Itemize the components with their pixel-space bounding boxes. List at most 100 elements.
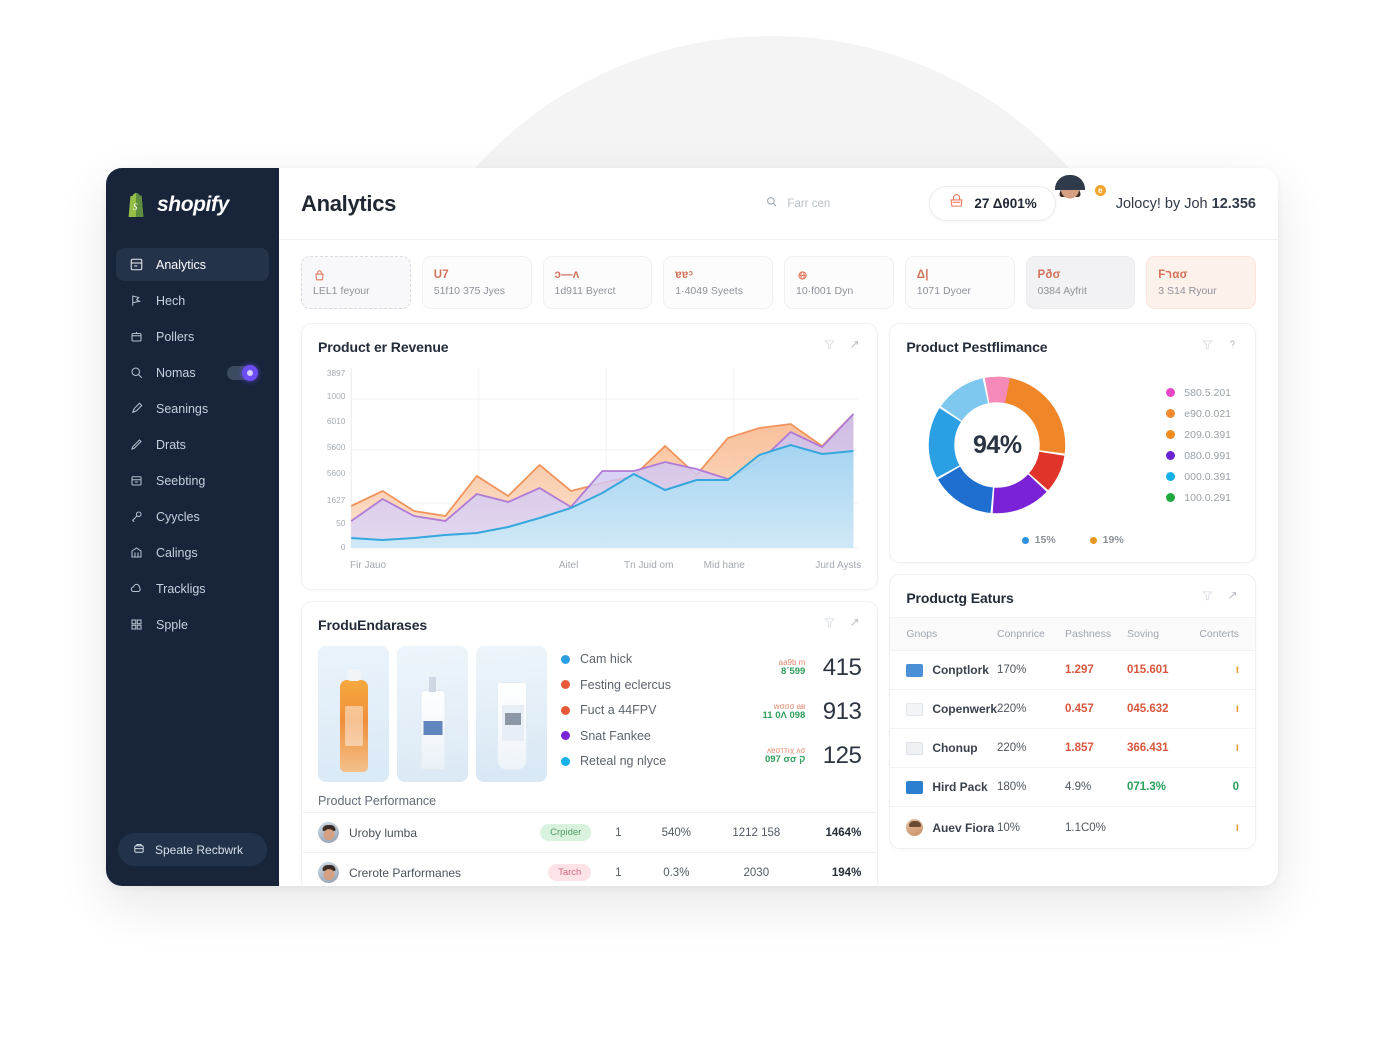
- sidebar-item-pollers[interactable]: Pollers: [116, 320, 269, 353]
- legend-item: 000.0.391: [1166, 471, 1231, 483]
- brand-name: shopify: [157, 193, 229, 216]
- sidebar-item-hech[interactable]: Hech: [116, 284, 269, 317]
- legend-label: Reteal ng nlyce: [580, 754, 667, 768]
- card-actions: [1201, 338, 1239, 356]
- expand-icon[interactable]: [848, 616, 861, 634]
- sidebar-toggle-switch[interactable]: [227, 364, 258, 381]
- avatar-face: [323, 828, 334, 840]
- product-image[interactable]: [476, 646, 547, 782]
- product-image[interactable]: [397, 646, 468, 782]
- card-header: Productg Eaturs: [890, 575, 1255, 617]
- donut-footer-legend: 15% 19%: [890, 520, 1255, 562]
- window-icon: [906, 702, 924, 716]
- card-title: Product er Revenue: [318, 339, 449, 355]
- search-input[interactable]: [787, 197, 908, 210]
- sidebar-item-seebting[interactable]: Seebting: [116, 464, 269, 497]
- donut-chart: 94%: [922, 370, 1072, 520]
- sidebar-item-analytics[interactable]: Analytics: [116, 248, 269, 281]
- table-row[interactable]: Chonup 220% 1.857 366.431 ı: [890, 729, 1255, 768]
- expand-icon[interactable]: [1226, 589, 1239, 607]
- svg-text:0: 0: [341, 542, 346, 552]
- kpi-label: 0384 Ayfrit: [1037, 284, 1087, 297]
- row-name: Chonup: [932, 741, 978, 755]
- table-row[interactable]: Copenwerk 220% 0.457 045.632 ı: [890, 690, 1255, 729]
- generate-report-button[interactable]: Speate Recbwrk: [118, 833, 267, 866]
- donut-svg: [929, 376, 1066, 514]
- avatar-face: [323, 868, 334, 880]
- x-tick: Tn Juid om: [623, 560, 674, 571]
- bank-icon: [128, 545, 144, 561]
- row-value: ı: [1235, 742, 1239, 754]
- table-row[interactable]: Uroby lumba Crpider 1 540% 1212 158 1464…: [302, 812, 878, 852]
- kpi-card[interactable]: ɐɐᵓ 1·4049 Syeets: [663, 256, 773, 309]
- row-name: Auev Fiora: [932, 820, 995, 835]
- kpi-card[interactable]: 10·f001 Dyn: [784, 256, 894, 309]
- user-chip[interactable]: e Jolocy! by Joh 12.356: [1054, 174, 1256, 222]
- stat-pill[interactable]: 27 Δθ01%: [929, 186, 1056, 221]
- product-stats: aa9b m 8´599 415 wσσσ ав 11 0Λ 098: [713, 646, 862, 770]
- table-row[interactable]: Hird Pack 180% 4.9% 071.3% 0: [890, 768, 1255, 807]
- kpi-card[interactable]: Pðσ 0384 Ayfrit: [1025, 256, 1136, 309]
- report-icon: [132, 841, 146, 858]
- area-chart-plot: 3897 1000 6010 5600 5600 1627 50 0: [312, 366, 861, 556]
- kpi-card[interactable]: Fרασ 3 S14 Ryour: [1146, 256, 1256, 309]
- expand-icon[interactable]: [848, 338, 861, 356]
- filter-icon[interactable]: [1201, 589, 1214, 607]
- table-row[interactable]: Auev Fiora 10% 1.1C0% ı: [890, 807, 1255, 848]
- toggle-knob: [242, 364, 258, 381]
- filter-icon[interactable]: [823, 338, 836, 356]
- row-percent: 0.3%: [663, 866, 690, 879]
- monitor-icon: [906, 780, 924, 794]
- tube-label: [501, 705, 524, 741]
- column-header: Conterts: [1199, 628, 1239, 640]
- calendar-icon: [128, 473, 144, 489]
- stat-sub: ʌɐσттıχ ʌσ 097 σσ ק: [765, 746, 805, 766]
- sidebar-item-cyycles[interactable]: Cyycles: [116, 500, 269, 533]
- shopify-bag-icon: S: [124, 192, 148, 218]
- filter-icon[interactable]: [823, 616, 836, 634]
- filter-icon[interactable]: [1201, 338, 1214, 356]
- kpi-label: 1071 Dyoer: [916, 284, 972, 297]
- legend-dot: [1166, 409, 1176, 418]
- svg-text:6010: 6010: [327, 416, 346, 426]
- kpi-card[interactable]: LEL1 feyour: [301, 256, 411, 309]
- row-value: 220%: [997, 703, 1027, 715]
- row-total: 1464%: [825, 826, 862, 839]
- sidebar-item-seanings[interactable]: Seanings: [116, 392, 269, 425]
- svg-text:5600: 5600: [327, 468, 346, 478]
- stat-row: aa9b m 8´599 415: [713, 654, 862, 682]
- row-value: 0.457: [1065, 703, 1094, 715]
- monitor-icon: [906, 663, 924, 677]
- sidebar-item-spple[interactable]: Spple: [116, 608, 269, 641]
- sidebar-item-nomas[interactable]: Nomas: [116, 356, 269, 389]
- avatar-icon: [906, 819, 924, 836]
- sidebar-item-trackligs[interactable]: Trackligs: [116, 572, 269, 605]
- card-actions: [1201, 589, 1239, 607]
- sidebar-item-label: Drats: [156, 437, 186, 452]
- kpi-label: 1d911 Byerct: [554, 284, 616, 297]
- user-name-value: 12.356: [1211, 195, 1256, 212]
- search-box[interactable]: [765, 195, 915, 213]
- kpi-card[interactable]: U7 51f10 375 Jyes: [421, 256, 532, 309]
- sidebar-item-label: Cyycles: [156, 509, 200, 524]
- legend-dot: [1166, 493, 1176, 502]
- sidebar-item-drats[interactable]: Drats: [116, 428, 269, 461]
- kpi-card[interactable]: ɔ—ʌ 1d911 Byerct: [542, 256, 653, 309]
- table-row[interactable]: Conptlork 170% 1.297 015.601 ı: [890, 651, 1255, 690]
- card-title: Productg Eaturs: [906, 590, 1014, 606]
- kpi-card[interactable]: Δ| 1071 Dyoer: [904, 256, 1015, 309]
- svg-text:1000: 1000: [327, 391, 346, 401]
- legend-item: 100.0.291: [1166, 492, 1231, 504]
- table-row[interactable]: Crerote Parformanes Tarch 1 0.3% 2030 19…: [302, 852, 878, 886]
- flag-icon: [128, 293, 144, 309]
- bottle-graphic: [420, 690, 445, 770]
- sidebar-item-calings[interactable]: Calings: [116, 536, 269, 569]
- card-title: FroduEndarases: [318, 617, 428, 633]
- page-title: Analytics: [301, 190, 397, 216]
- sidebar-item-label: Seanings: [156, 401, 209, 416]
- x-tick: Mid hane: [703, 560, 745, 571]
- help-icon[interactable]: [1226, 338, 1239, 356]
- stat-sub-top: aa9b m: [778, 657, 806, 667]
- product-image[interactable]: [318, 646, 389, 782]
- sidebar-item-label: Pollers: [156, 329, 195, 344]
